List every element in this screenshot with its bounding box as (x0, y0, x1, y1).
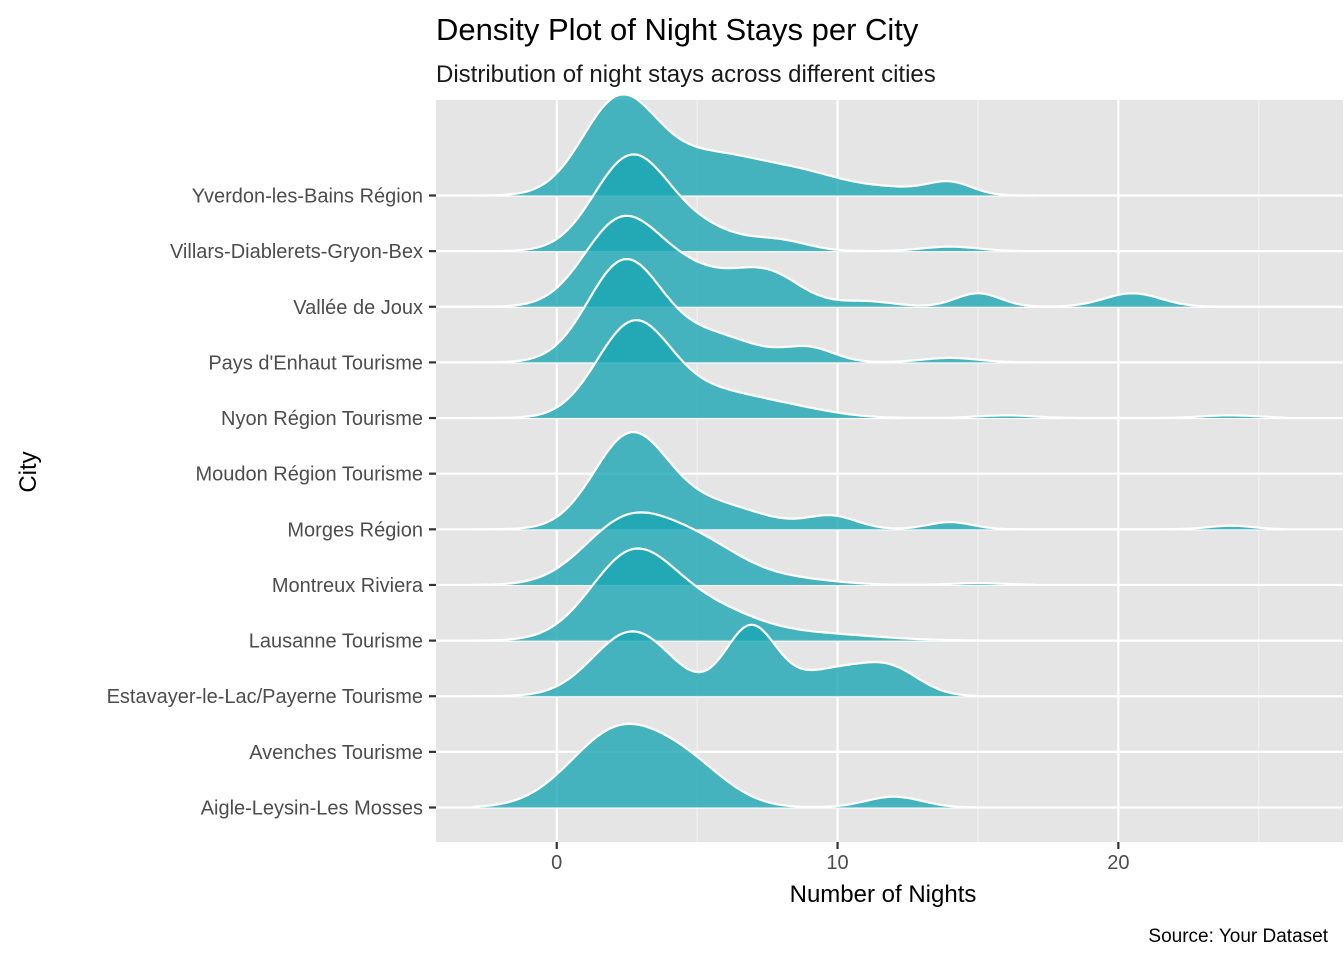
ridge-outline (472, 93, 1035, 197)
ridge-area (472, 723, 978, 808)
y-tick-label: Pays d'Enhaut Tourisme (208, 352, 423, 374)
ridge-morges-r-gion (472, 430, 1287, 531)
ridge-outline (472, 623, 979, 698)
x-tick-label: 0 (551, 852, 562, 874)
y-axis-label: City (15, 451, 42, 492)
y-tick-label: Villars-Diablerets-Gryon-Bex (170, 241, 423, 263)
y-tick-label: Avenches Tourisme (249, 742, 423, 764)
ridge-lausanne-tourisme (472, 547, 978, 642)
y-axis: Aigle-Leysin-Les Mosses Avenches Tourisme… (107, 186, 436, 820)
y-tick-label: Vallée de Joux (293, 297, 423, 319)
ridges (472, 93, 1287, 809)
ridge-nyon-r-gion-tourisme (472, 318, 1287, 420)
ridge-area (472, 320, 1287, 419)
ridge-area (472, 548, 978, 641)
ridge-outline (472, 153, 1035, 253)
ridge-aigle-leysin-les-mosses (472, 722, 979, 809)
ridge-outline (472, 214, 1217, 308)
x-tick-label: 20 (1107, 852, 1129, 874)
chart-subtitle: Distribution of night stays across diffe… (436, 61, 936, 88)
ridge-outline (472, 511, 1035, 586)
ridge-outline (472, 722, 979, 809)
ridge-area (472, 624, 978, 697)
ridge-outline (472, 430, 1287, 531)
y-tick-label: Estavayer-le-Lac/Payerne Tourisme (107, 686, 423, 708)
ridge-outline (472, 258, 1035, 364)
y-tick-label: Morges Région (287, 519, 423, 541)
x-axis: 0 10 20 (551, 842, 1129, 874)
chart-title: Density Plot of Night Stays per City (436, 12, 919, 47)
y-tick-label: Lausanne Tourisme (249, 631, 423, 653)
ridge-outline (472, 547, 978, 642)
chart-caption: Source: Your Dataset (1148, 926, 1328, 947)
ridge-estavayer-le-lac-payerne-tourisme (472, 623, 979, 698)
x-axis-label: Number of Nights (790, 881, 977, 908)
y-tick-label: Montreux Riviera (272, 575, 424, 597)
y-tick-label: Aigle-Leysin-Les Mosses (201, 798, 423, 820)
x-tick-label: 10 (826, 852, 848, 874)
y-tick-label: Nyon Région Tourisme (221, 408, 423, 430)
ridge-outline (472, 318, 1287, 420)
ridge-area (472, 432, 1287, 530)
y-tick-label: Moudon Région Tourisme (195, 464, 423, 486)
y-tick-label: Yverdon-les-Bains Région (192, 186, 423, 208)
plot-panel (436, 100, 1343, 842)
